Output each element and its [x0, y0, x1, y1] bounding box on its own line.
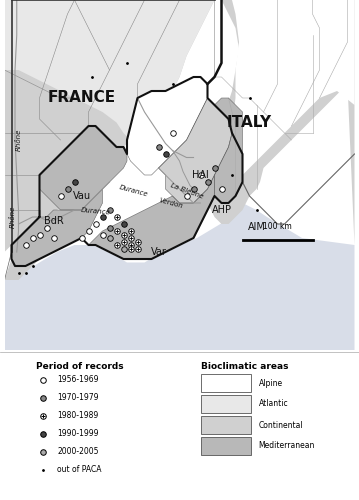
Text: Period of records: Period of records	[36, 362, 123, 371]
Bar	[201, 437, 251, 455]
Text: 1956-1969: 1956-1969	[57, 376, 99, 384]
Text: Durance: Durance	[80, 208, 111, 216]
Text: 1980-1989: 1980-1989	[57, 412, 99, 420]
Text: out of PACA: out of PACA	[57, 466, 102, 474]
Polygon shape	[127, 77, 208, 175]
Text: Rhône: Rhône	[10, 206, 16, 228]
Text: FRANCE: FRANCE	[47, 90, 116, 106]
Text: Durance: Durance	[119, 184, 149, 198]
Polygon shape	[89, 175, 214, 259]
Polygon shape	[197, 0, 354, 245]
Text: HAl: HAl	[192, 170, 209, 180]
Text: Verdon: Verdon	[158, 197, 183, 209]
Text: ITALY: ITALY	[227, 115, 272, 130]
Text: Vau: Vau	[73, 191, 90, 201]
Text: 100 km: 100 km	[263, 222, 292, 231]
Text: Bioclimatic areas: Bioclimatic areas	[201, 362, 289, 371]
Text: 2000-2005: 2000-2005	[57, 448, 99, 456]
Text: Alpine: Alpine	[258, 378, 283, 388]
Text: Rhône: Rhône	[15, 129, 22, 151]
Polygon shape	[11, 189, 103, 266]
Polygon shape	[5, 245, 39, 280]
Bar	[201, 416, 251, 434]
Bar	[201, 374, 251, 392]
Text: AHP: AHP	[211, 205, 232, 215]
Text: Atlantic: Atlantic	[258, 400, 288, 408]
Text: 1970-1979: 1970-1979	[57, 394, 99, 402]
Text: Continental: Continental	[258, 420, 303, 430]
Text: BdR: BdR	[44, 216, 64, 226]
Bar	[201, 395, 251, 413]
Text: Mediterranean: Mediterranean	[258, 442, 315, 450]
Text: AlM: AlM	[248, 222, 265, 232]
Text: Var: Var	[150, 247, 167, 257]
Text: La Bléone: La Bléone	[169, 182, 204, 200]
Text: 1990-1999: 1990-1999	[57, 430, 99, 438]
Polygon shape	[39, 126, 127, 210]
Polygon shape	[159, 98, 232, 203]
Polygon shape	[214, 98, 242, 203]
Polygon shape	[228, 0, 354, 182]
Polygon shape	[5, 203, 354, 350]
Polygon shape	[5, 0, 214, 140]
Polygon shape	[5, 0, 214, 252]
